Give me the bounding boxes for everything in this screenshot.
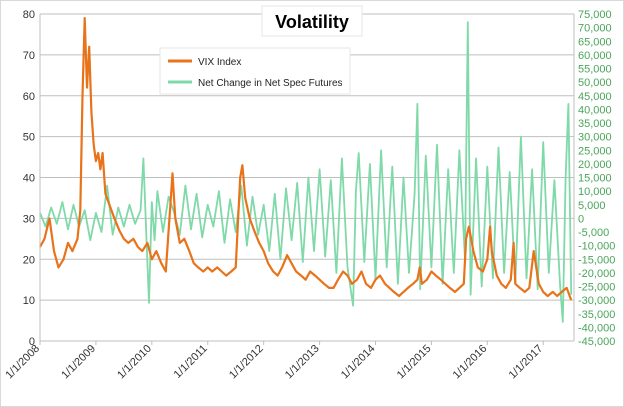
title-box-frame — [261, 5, 363, 37]
right-tick-label: 75,000 — [578, 9, 612, 21]
right-tick-label: 55,000 — [578, 64, 612, 76]
chart-title-box: Volatility — [261, 5, 363, 37]
right-tick-label: 5,000 — [578, 200, 606, 212]
right-axis: -45,000 -40,000-35,000 -30,000-25,000 -20,0… — [573, 9, 615, 348]
left-tick-label: 70 — [23, 50, 35, 62]
right-tick-label: 50,000 — [578, 77, 612, 89]
left-tick-label: 80 — [23, 9, 35, 21]
chart-title: Volatility — [275, 12, 349, 32]
right-tick-label: 65,000 — [578, 36, 612, 48]
right-tick-label: -45,000 — [578, 336, 615, 348]
series-line-spec — [39, 21, 573, 323]
right-tick-label: -30,000 — [578, 295, 615, 307]
right-tick-label: 25,000 — [578, 145, 612, 157]
right-tick-label: 45,000 — [578, 91, 612, 103]
right-tick-label: 40,000 — [578, 104, 612, 116]
right-tick-label: -15,000 — [578, 254, 615, 266]
right-tick-label: -25,000 — [578, 282, 615, 294]
right-tick-label: 35,000 — [578, 118, 612, 130]
left-tick-label: 30 — [23, 213, 35, 225]
left-tick-label: 40 — [23, 173, 35, 185]
series-line-vix — [39, 17, 573, 301]
right-tick-label: -20,000 — [578, 268, 615, 280]
right-tick-label: -40,000 — [578, 322, 615, 334]
left-tick-label: 20 — [23, 254, 35, 266]
left-tick-label: 50 — [23, 132, 35, 144]
right-tick-label: 60,000 — [578, 50, 612, 62]
right-tick-label: 10,000 — [578, 186, 612, 198]
legend: VIX Index Net Change in Net Spec Futures — [159, 47, 351, 95]
series-layer — [39, 17, 573, 323]
right-tick-label: 30,000 — [578, 132, 612, 144]
left-tick-label: 60 — [23, 91, 35, 103]
right-tick-label: -35,000 — [578, 309, 615, 321]
legend-frame — [159, 47, 351, 95]
legend-label-spec: Net Change in Net Spec Futures — [198, 78, 343, 89]
left-tick-label: 0 — [29, 336, 35, 348]
right-tick-label: -5,000 — [578, 227, 609, 239]
right-tick-label: -10,000 — [578, 241, 615, 253]
left-tick-label: 10 — [23, 295, 35, 307]
right-tick-label: 20,000 — [578, 159, 612, 171]
right-tick-label: 0 — [578, 213, 584, 225]
legend-label-vix: VIX Index — [198, 57, 241, 68]
left-axis: 0 10 20 30 40 50 60 70 80 — [23, 9, 41, 348]
right-tick-label: 70,000 — [578, 23, 612, 35]
right-tick-label: 15,000 — [578, 173, 612, 185]
